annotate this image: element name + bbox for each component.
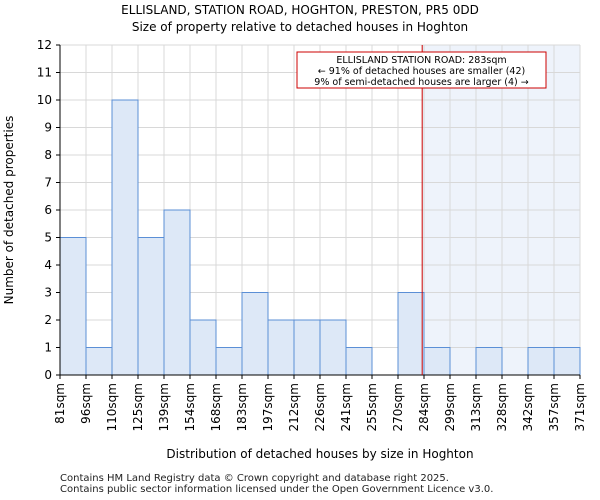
x-tick-label: 197sqm xyxy=(261,383,275,431)
histogram-bar xyxy=(111,99,139,376)
x-axis-label: Distribution of detached houses by size … xyxy=(166,447,473,461)
x-tick-label: 299sqm xyxy=(443,383,457,431)
histogram-bar xyxy=(241,292,269,376)
x-tick-label: 342sqm xyxy=(521,383,535,431)
chart-title: ELLISLAND, STATION ROAD, HOGHTON, PRESTO… xyxy=(121,3,479,17)
y-axis-label: Number of detached properties xyxy=(2,116,16,305)
y-tick-label: 10 xyxy=(37,93,52,107)
histogram-bar xyxy=(397,292,425,376)
x-tick-label: 328sqm xyxy=(495,383,509,431)
x-tick-label: 284sqm xyxy=(417,383,431,431)
attribution-line-1: Contains HM Land Registry data © Crown c… xyxy=(60,473,449,484)
annotation-line: ← 91% of detached houses are smaller (42… xyxy=(318,66,525,77)
histogram-bar xyxy=(59,237,87,376)
x-tick-label: 313sqm xyxy=(469,383,483,431)
x-tick-label: 139sqm xyxy=(157,383,171,431)
x-tick-label: 168sqm xyxy=(209,383,223,431)
histogram-bar xyxy=(345,347,373,376)
x-tick-label: 81sqm xyxy=(53,383,67,424)
y-tick-label: 9 xyxy=(44,121,52,135)
y-tick-label: 2 xyxy=(44,313,52,327)
chart-subtitle: Size of property relative to detached ho… xyxy=(132,20,468,34)
y-tick-label: 0 xyxy=(44,368,52,382)
x-tick-label: 212sqm xyxy=(287,383,301,431)
y-tick-label: 3 xyxy=(44,286,52,300)
histogram-bar xyxy=(527,347,555,376)
x-tick-label: 96sqm xyxy=(79,383,93,424)
histogram-bar xyxy=(189,319,217,376)
histogram-bar xyxy=(85,347,113,376)
x-tick-label: 110sqm xyxy=(105,383,119,431)
y-tick-label: 11 xyxy=(37,66,52,80)
histogram-bar xyxy=(267,319,295,376)
x-tick-label: 183sqm xyxy=(235,383,249,431)
x-tick-label: 255sqm xyxy=(365,383,379,431)
x-tick-label: 270sqm xyxy=(391,383,405,431)
x-tick-label: 371sqm xyxy=(573,383,587,431)
x-tick-label: 226sqm xyxy=(313,383,327,431)
y-tick-label: 4 xyxy=(44,258,52,272)
y-tick-label: 6 xyxy=(44,203,52,217)
annotation-line: 9% of semi-detached houses are larger (4… xyxy=(314,77,528,88)
histogram-bar xyxy=(137,237,165,376)
x-tick-label: 125sqm xyxy=(131,383,145,431)
histogram-bar xyxy=(293,319,321,376)
histogram-bar xyxy=(553,347,581,376)
x-tick-label: 154sqm xyxy=(183,383,197,431)
histogram-bar xyxy=(475,347,503,376)
y-tick-label: 7 xyxy=(44,176,52,190)
annotation-line: ELLISLAND STATION ROAD: 283sqm xyxy=(336,55,506,66)
histogram-bar xyxy=(423,347,451,376)
annotation-box xyxy=(296,51,547,89)
y-tick-label: 5 xyxy=(44,231,52,245)
attribution-line-2: Contains public sector information licen… xyxy=(60,484,494,495)
x-tick-label: 241sqm xyxy=(339,383,353,431)
histogram-bar xyxy=(215,347,243,376)
histogram-bar xyxy=(319,319,347,376)
y-tick-label: 1 xyxy=(44,341,52,355)
x-tick-label: 357sqm xyxy=(547,383,561,431)
y-tick-label: 8 xyxy=(44,148,52,162)
y-tick-label: 12 xyxy=(37,38,52,52)
histogram-bar xyxy=(163,209,191,376)
